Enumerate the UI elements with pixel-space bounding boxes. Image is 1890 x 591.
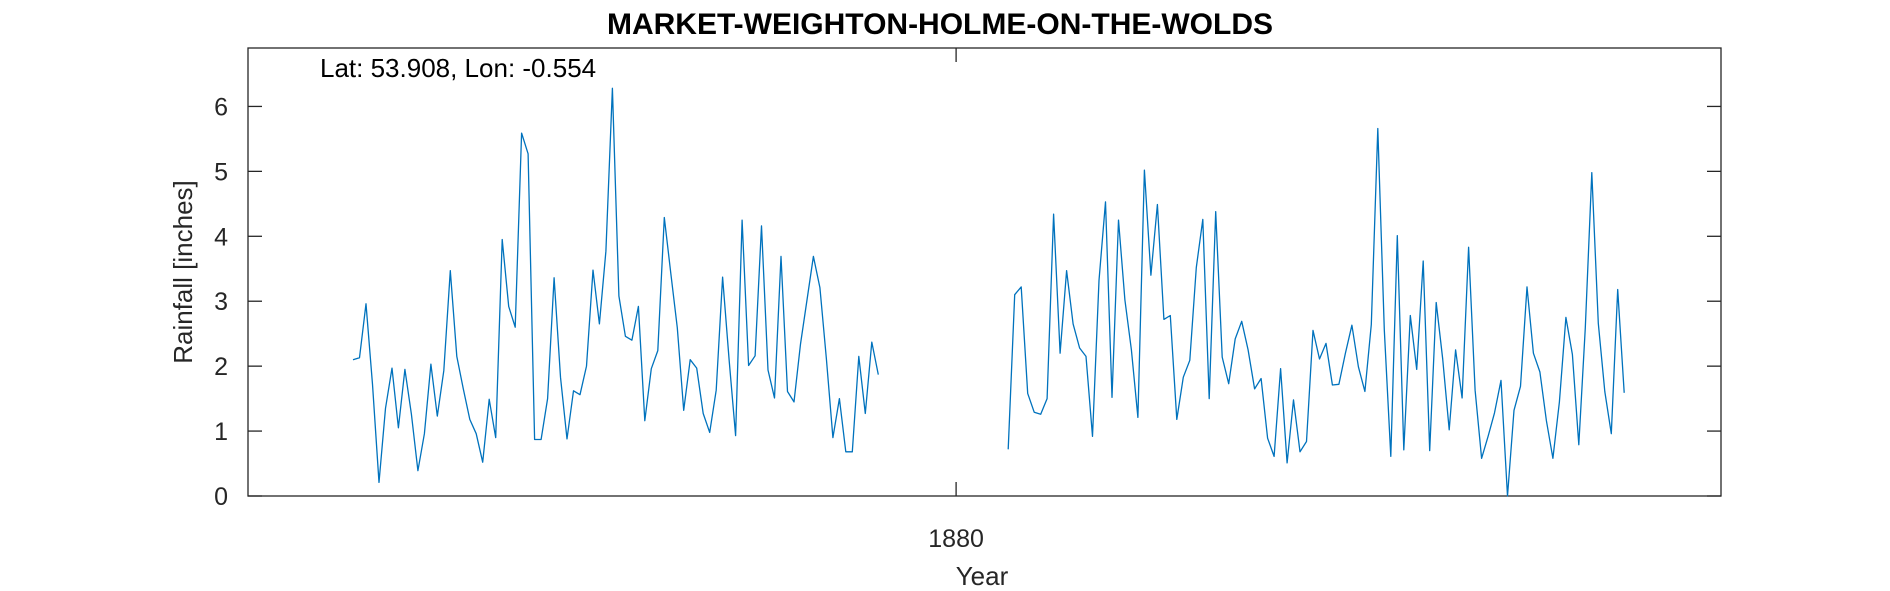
y-tick-label: 1 bbox=[214, 418, 228, 446]
y-tick-label: 5 bbox=[214, 158, 228, 186]
y-tick-label: 0 bbox=[214, 483, 228, 511]
rainfall-line-segment bbox=[352, 87, 879, 484]
plot-area-frame bbox=[247, 47, 1722, 497]
y-tick-label: 4 bbox=[214, 223, 228, 251]
chart-title: MARKET-WEIGHTON-HOLME-ON-THE-WOLDS bbox=[607, 8, 1273, 41]
location-annotation: Lat: 53.908, Lon: -0.554 bbox=[320, 53, 596, 83]
x-axis: 1880 bbox=[928, 48, 984, 553]
x-axis-label: Year bbox=[956, 561, 1009, 591]
y-axis: 0 1 2 3 4 5 6 bbox=[214, 93, 1721, 511]
rainfall-line-segment bbox=[1007, 127, 1625, 497]
x-tick-label: 1880 bbox=[928, 525, 984, 553]
y-tick-label: 3 bbox=[214, 288, 228, 316]
rainfall-series bbox=[352, 87, 1625, 497]
y-axis-label: Rainfall [inches] bbox=[168, 180, 198, 364]
y-tick-label: 6 bbox=[214, 93, 228, 121]
y-tick-label: 2 bbox=[214, 353, 228, 381]
